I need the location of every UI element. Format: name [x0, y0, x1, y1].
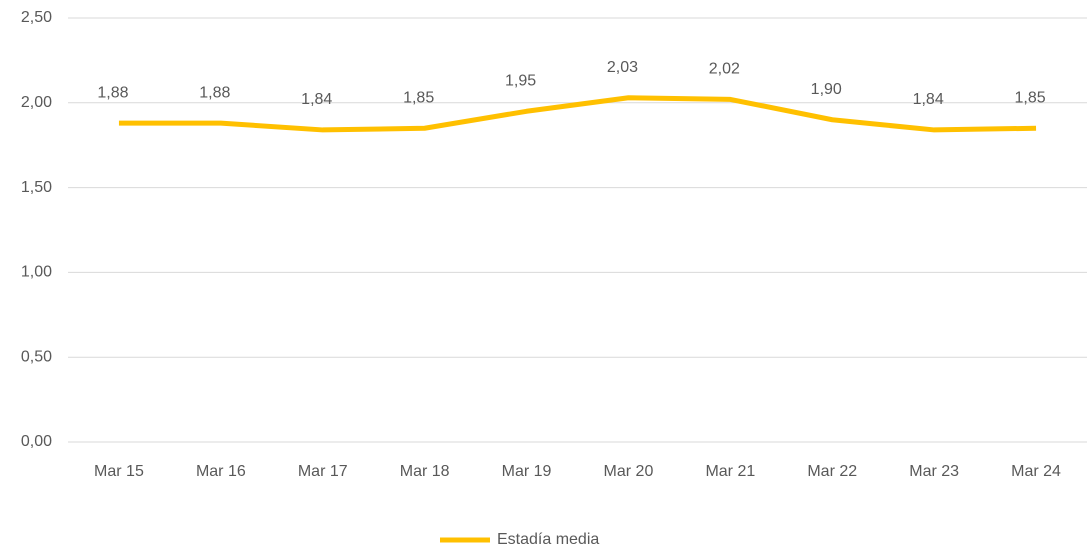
y-tick-label: 0,00 [21, 433, 52, 450]
x-tick-label: Mar 15 [94, 463, 144, 480]
data-label: 2,03 [607, 59, 638, 76]
legend-label: Estadía media [497, 531, 599, 548]
data-label: 2,02 [709, 61, 740, 78]
data-label: 1,84 [913, 91, 944, 108]
data-label: 1,85 [403, 89, 434, 106]
y-tick-label: 2,00 [21, 94, 52, 111]
x-tick-label: Mar 24 [1011, 463, 1061, 480]
x-tick-label: Mar 16 [196, 463, 246, 480]
data-label: 1,95 [505, 72, 536, 89]
x-tick-label: Mar 18 [400, 463, 450, 480]
y-tick-label: 1,00 [21, 264, 52, 281]
y-tick-label: 1,50 [21, 179, 52, 196]
x-tick-label: Mar 19 [502, 463, 552, 480]
y-tick-label: 0,50 [21, 348, 52, 365]
series-line [118, 95, 1037, 133]
x-tick-label: Mar 20 [604, 463, 654, 480]
x-tick-label: Mar 22 [807, 463, 857, 480]
data-label: 1,85 [1014, 89, 1045, 106]
data-label: 1,88 [199, 84, 230, 101]
data-label: 1,90 [811, 81, 842, 98]
x-tick-label: Mar 21 [705, 463, 755, 480]
x-tick-label: Mar 17 [298, 463, 348, 480]
data-label: 1,88 [97, 84, 128, 101]
x-tick-label: Mar 23 [909, 463, 959, 480]
y-tick-label: 2,50 [21, 9, 52, 26]
data-label: 1,84 [301, 91, 332, 108]
